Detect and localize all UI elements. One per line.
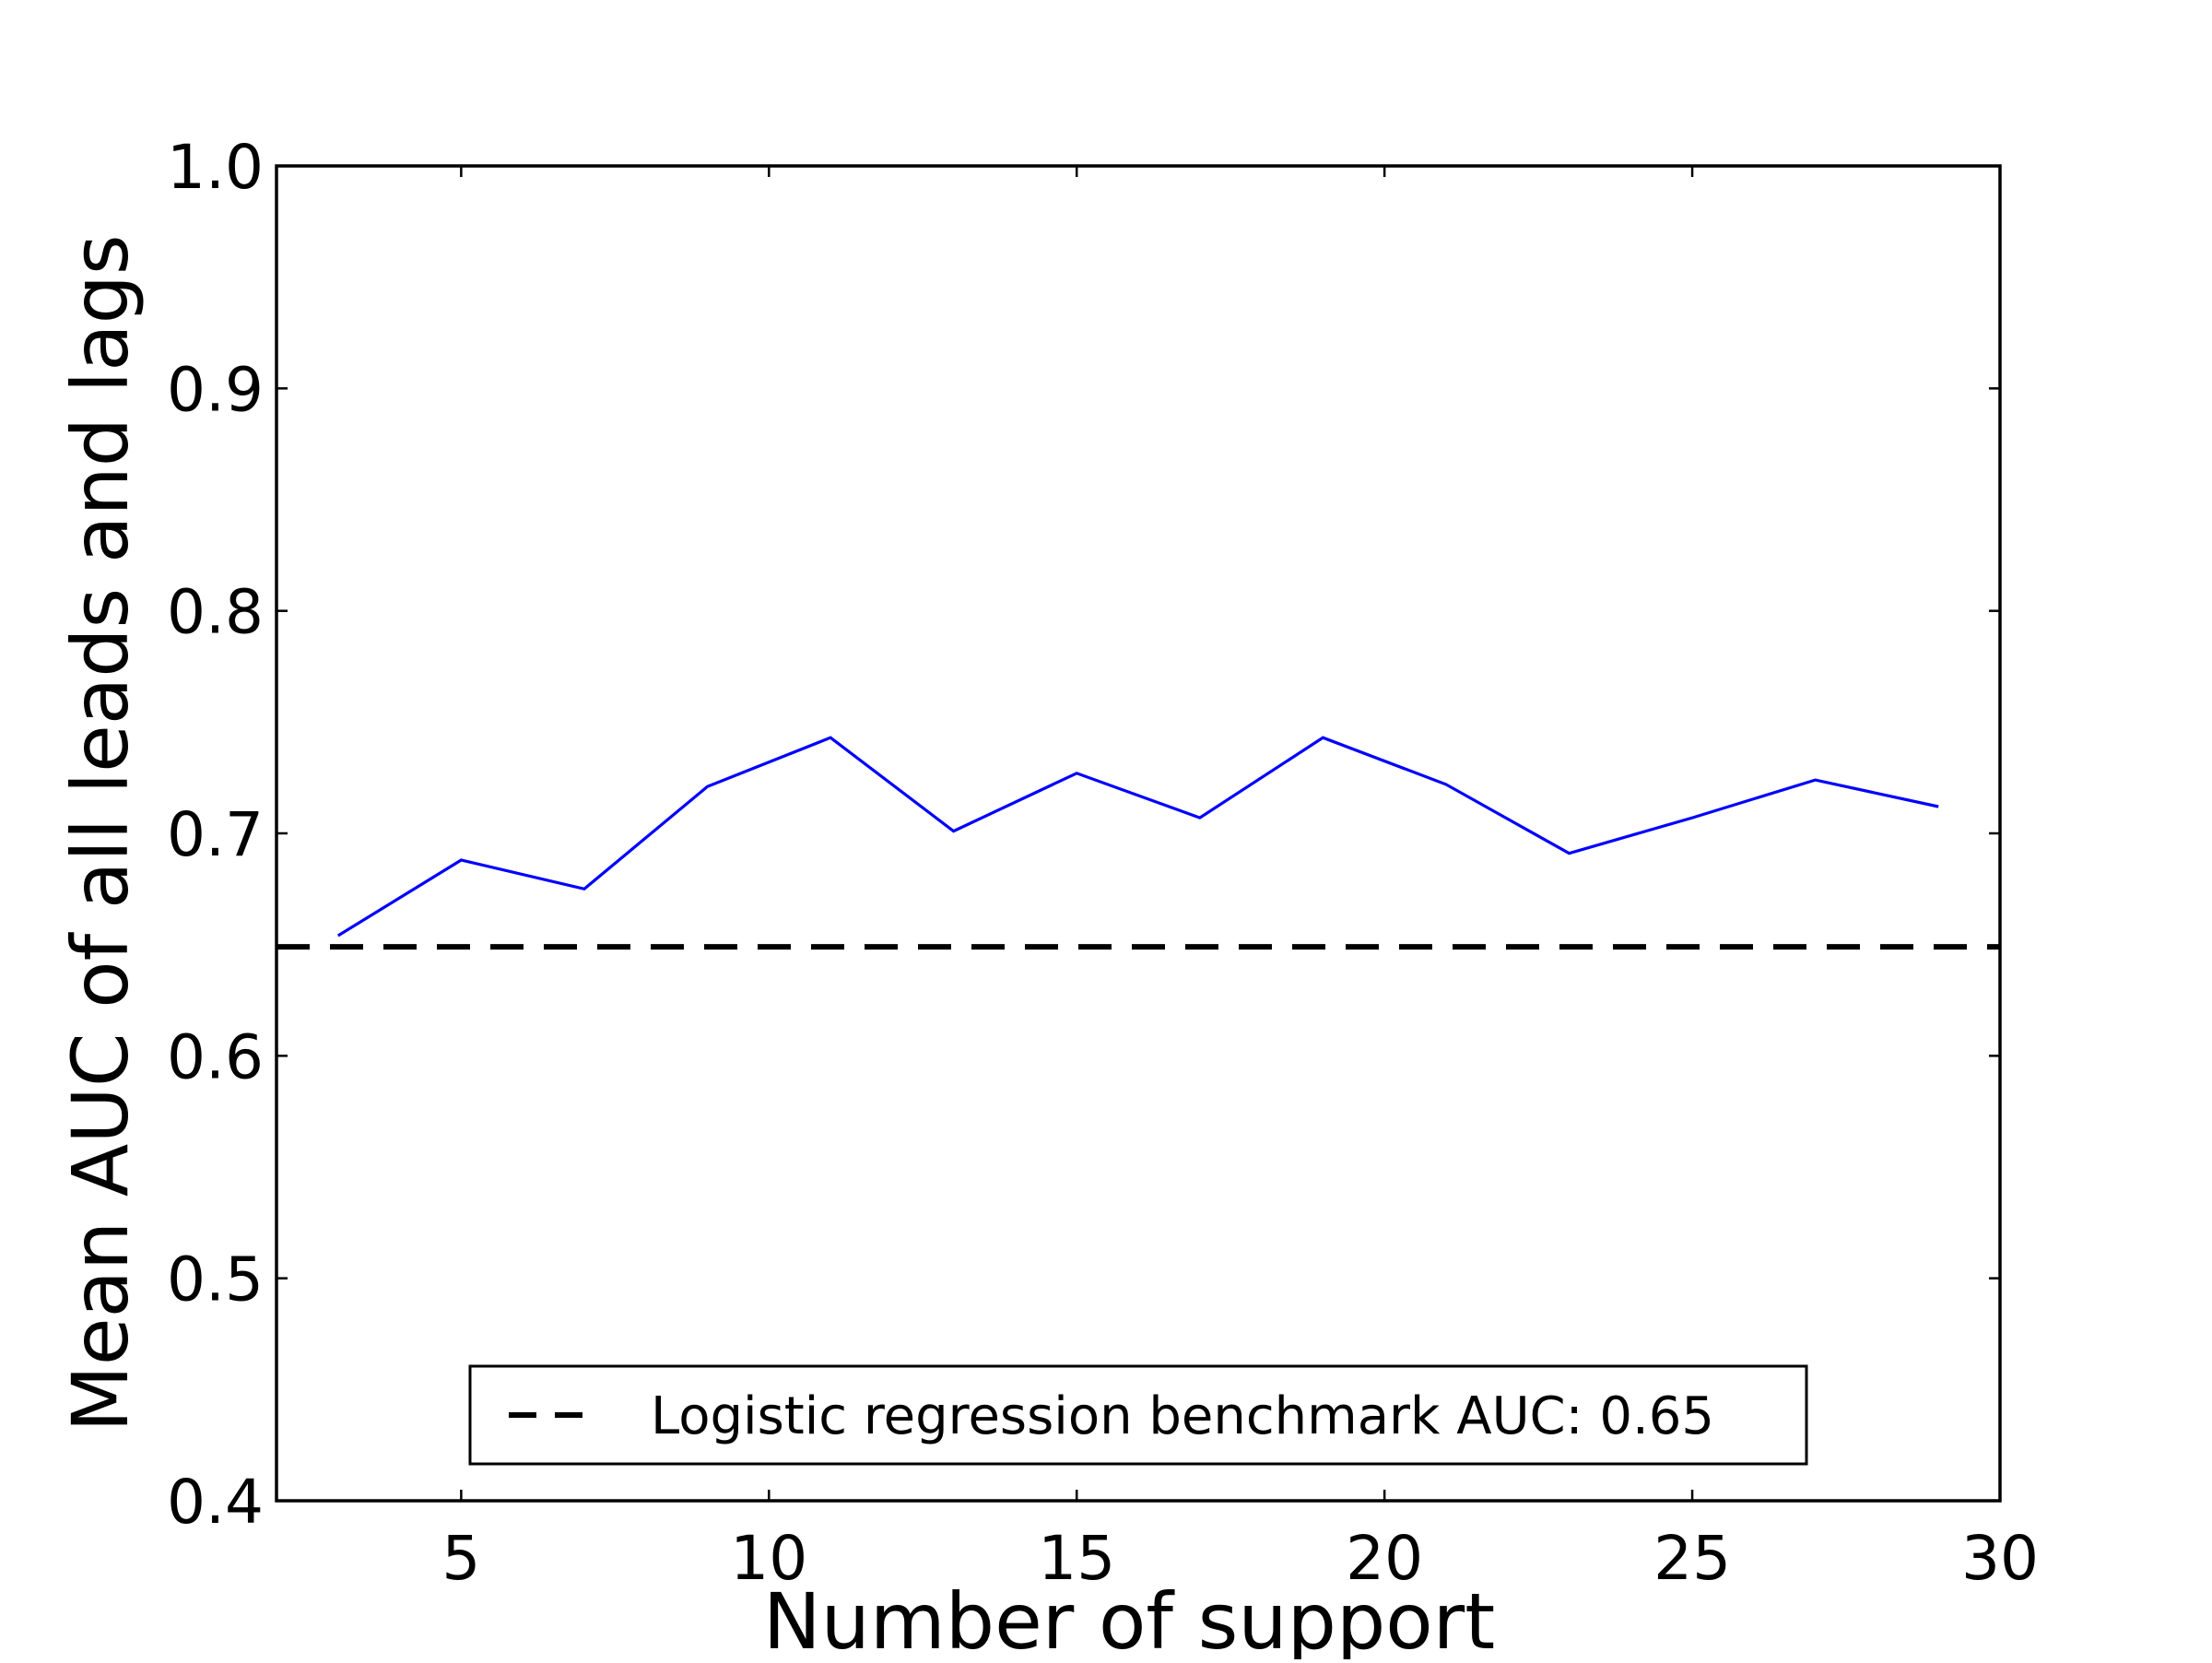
plot-area bbox=[276, 166, 2000, 1501]
y-tick-label: 1.0 bbox=[167, 132, 264, 203]
x-tick-label: 5 bbox=[441, 1523, 480, 1594]
y-tick-label: 0.5 bbox=[167, 1244, 264, 1315]
legend: Logistic regression benchmark AUC: 0.65 bbox=[468, 1364, 1808, 1466]
legend-label: Logistic regression benchmark AUC: 0.65 bbox=[651, 1386, 1714, 1446]
legend-box bbox=[468, 1364, 1808, 1466]
axes-layer: 5 10 15 20 25 30 0.4 0.5 0.6 0.7 0.8 0.9 1.0 Number o… bbox=[55, 132, 2039, 1663]
series-line-auc bbox=[336, 736, 1939, 938]
y-tick-label: 0.9 bbox=[167, 354, 264, 425]
x-tick-label: 10 bbox=[730, 1523, 807, 1594]
y-tick-label: 0.8 bbox=[167, 577, 264, 648]
x-tick-label: 30 bbox=[1961, 1523, 2039, 1594]
y-tick-label: 0.7 bbox=[167, 799, 264, 870]
plot-background bbox=[276, 166, 2000, 1501]
series-layer bbox=[276, 736, 2000, 950]
x-tick-label: 20 bbox=[1346, 1523, 1423, 1594]
x-tick-label: 25 bbox=[1653, 1523, 1731, 1594]
x-axis-title: Number of support bbox=[763, 1576, 1495, 1659]
y-axis-title: Mean AUC of all leads and lags bbox=[55, 234, 146, 1432]
x-tick-label: 15 bbox=[1038, 1523, 1115, 1594]
y-tick-label: 0.6 bbox=[167, 1021, 264, 1092]
y-tick-label: 0.4 bbox=[167, 1467, 264, 1538]
